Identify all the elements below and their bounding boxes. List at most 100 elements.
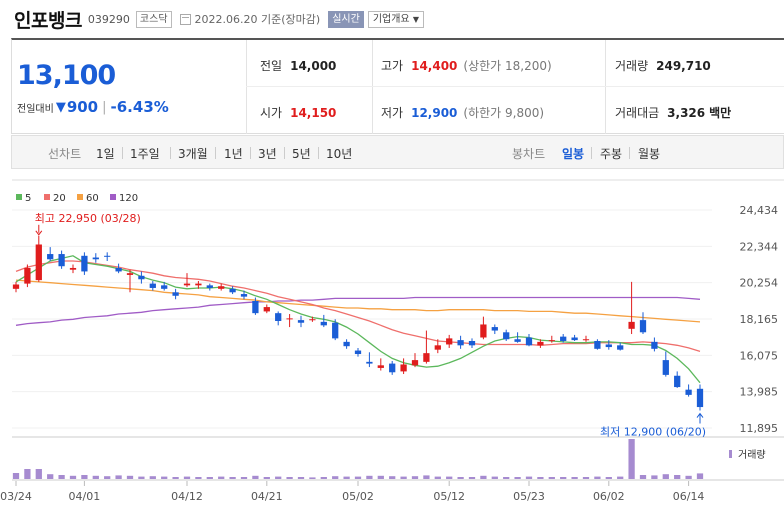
legend-label: 5 — [25, 193, 31, 204]
volume-bar — [514, 477, 521, 479]
candle-body — [35, 244, 42, 281]
legend-swatch — [16, 194, 22, 200]
candle-body — [126, 273, 134, 275]
candle-body — [685, 389, 692, 395]
tab-10year[interactable]: 10년 — [326, 147, 353, 161]
tab-monthly[interactable]: 월봉 — [638, 147, 661, 161]
candle-body — [674, 375, 681, 388]
company-overview-label: 기업개요 — [372, 13, 410, 25]
y-tick-label: 18,165 — [740, 313, 779, 326]
volume-bar — [582, 477, 590, 479]
volume-bar — [354, 476, 362, 479]
divider — [246, 86, 784, 87]
volume-bar — [126, 475, 134, 479]
prev-close-label: 전일 — [260, 59, 283, 73]
open-value: 14,150 — [290, 106, 337, 120]
candle-body — [639, 320, 647, 333]
volume-legend-swatch — [729, 450, 732, 458]
company-overview-dropdown[interactable]: 기업개요 ▼ — [367, 10, 424, 28]
stock-code: 039290 — [87, 12, 130, 26]
tab-1day[interactable]: 1일 — [96, 147, 115, 161]
candle-body — [423, 353, 430, 362]
candle-body — [457, 340, 464, 346]
stock-name: 인포뱅크 — [14, 9, 82, 32]
candle-body — [320, 321, 327, 326]
tab-separator — [318, 147, 319, 159]
y-tick-label: 20,254 — [740, 277, 779, 290]
volume-bar — [605, 477, 612, 479]
candle-body — [195, 283, 202, 286]
candle-body — [582, 339, 590, 341]
tab-separator — [629, 147, 630, 159]
high-value: 14,400 — [411, 59, 458, 73]
volume-bar — [58, 475, 65, 479]
change-amount: 900 — [66, 98, 99, 116]
volume-bar — [81, 475, 88, 479]
legend-swatch — [77, 194, 83, 200]
candle-body — [343, 341, 350, 347]
candle-body — [297, 320, 305, 323]
legend-label: 60 — [86, 193, 99, 204]
change-label: 전일대비 — [17, 103, 54, 115]
volume-bar — [172, 477, 179, 479]
chart-annotations: 최고 22,950 (03/28) 최저 12,900 (06/20) — [35, 212, 706, 439]
candle-body — [161, 285, 168, 289]
volume-bar — [149, 476, 156, 479]
amount-value: 3,326 — [667, 106, 706, 120]
tab-5year[interactable]: 5년 — [292, 147, 311, 161]
high-annotation: 최고 22,950 (03/28) — [35, 212, 141, 225]
candle-body — [275, 313, 282, 321]
high-label: 고가 — [381, 59, 404, 73]
volume-bar — [594, 476, 601, 479]
low-arrow-head — [696, 412, 704, 418]
chart-legend: 5 20 60 120 — [16, 193, 138, 204]
y-tick-label: 13,985 — [740, 386, 779, 399]
quote-box: 13,100 전일대비 ▼ 900 | -6.43% 전일 14,000 고가 … — [11, 38, 784, 134]
calendar-icon — [179, 13, 191, 25]
candle-body — [514, 339, 521, 342]
volume-bar — [434, 476, 441, 479]
volume-value: 249,710 — [656, 59, 711, 73]
volume-bar — [92, 475, 99, 479]
candle-body — [617, 345, 624, 350]
candle-body — [263, 307, 270, 312]
tab-daily[interactable]: 일봉 — [562, 147, 585, 161]
volume-bar — [628, 439, 635, 479]
candle-body — [218, 286, 225, 289]
candle-body — [286, 318, 293, 320]
down-arrow-icon: ▼ — [55, 99, 66, 115]
volume-bar — [696, 473, 704, 479]
volume-bar — [571, 477, 578, 479]
realtime-button[interactable]: 실시간 — [328, 10, 364, 28]
ma120-line — [15, 296, 701, 326]
tab-separator — [591, 147, 592, 159]
candle-body — [138, 275, 145, 280]
tab-3month[interactable]: 3개월 — [178, 147, 208, 161]
tab-weekly[interactable]: 주봉 — [600, 147, 623, 161]
divider — [372, 40, 373, 134]
candle-body — [69, 267, 77, 270]
tab-1week[interactable]: 1주일 — [130, 147, 160, 161]
candlestick-chart: 5 20 60 120 24,434 22,344 20,254 18,165 16,075 1… — [0, 179, 784, 503]
divider — [246, 40, 247, 134]
amount-unit: 백만 — [709, 106, 732, 120]
volume-bar — [503, 477, 510, 479]
candle-body — [389, 363, 396, 373]
tab-separator — [250, 147, 251, 159]
candle-body — [24, 267, 31, 284]
volume-bar — [674, 475, 681, 479]
change-percent: -6.43% — [110, 98, 169, 116]
candle-body — [81, 255, 88, 272]
tab-3year[interactable]: 3년 — [258, 147, 277, 161]
y-axis: 24,434 22,344 20,254 18,165 16,075 13,985 11,8… — [740, 204, 779, 435]
volume-bar — [446, 476, 453, 479]
volume-bar — [617, 476, 624, 479]
tab-1year[interactable]: 1년 — [224, 147, 243, 161]
volume-bar — [161, 476, 168, 479]
volume-bar — [423, 475, 430, 479]
volume-bar — [377, 475, 384, 479]
x-tick-label: 06/02 — [593, 490, 625, 503]
quote-date: 2022.06.20 기준(장마감) — [194, 13, 321, 26]
open-label: 시가 — [260, 106, 283, 120]
candle-body — [468, 340, 476, 346]
